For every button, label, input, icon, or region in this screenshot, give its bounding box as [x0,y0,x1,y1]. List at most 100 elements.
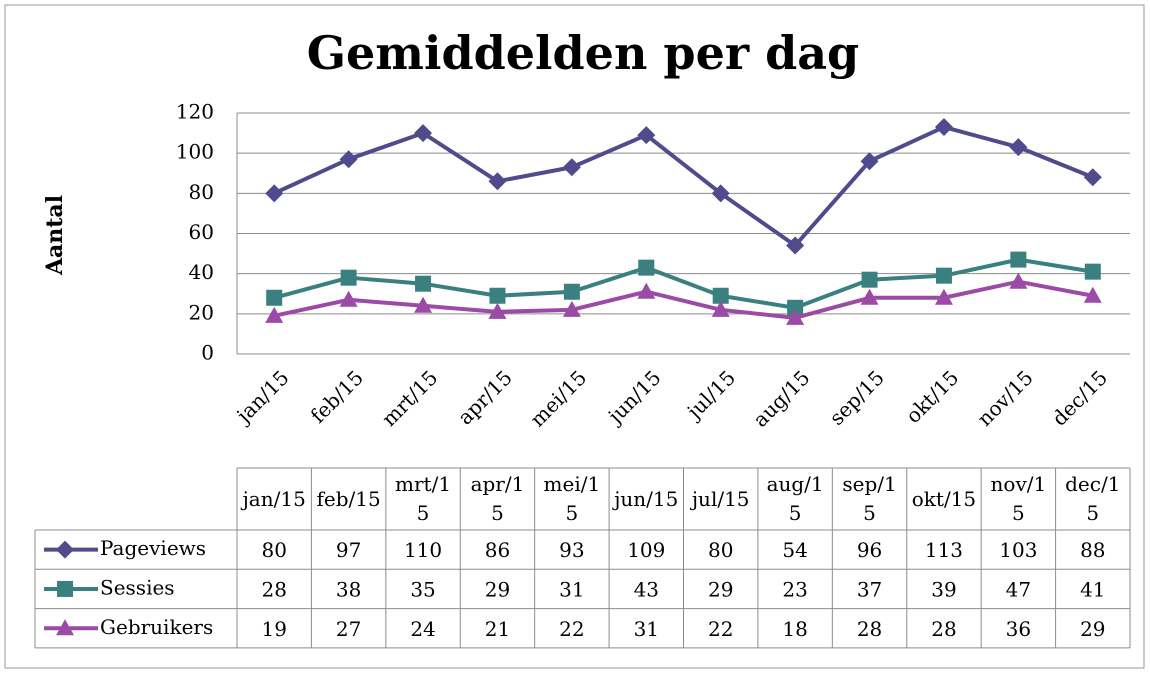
table-cell: 93 [559,538,584,562]
y-tick-label: 60 [189,220,214,244]
data-point [638,259,655,276]
table-header-cell: jun/15 [614,486,679,511]
data-point [265,306,284,323]
table-header-text: jul/15 [691,486,750,511]
data-point [935,267,952,284]
y-tick-label: 20 [189,300,214,324]
table-cell: 109 [627,538,665,562]
table-header-text: mrt/15 [395,472,452,525]
table-cell: 43 [634,577,659,601]
series-line [273,125,1094,248]
data-point [934,288,953,305]
table-cell: 29 [708,577,733,601]
data-point [489,287,506,304]
legend-marker [57,580,73,597]
data-point [562,300,581,317]
y-tick-label: 100 [176,140,214,164]
table-cell: 21 [485,617,510,641]
table-header-text: apr/15 [470,472,525,525]
data-point [712,287,729,304]
legend-label: Gebruikers [100,615,213,639]
legend-marker [56,619,74,636]
table-cell: 28 [261,577,286,601]
data-point [787,299,804,316]
table-cell: 54 [782,538,807,562]
table-cell: 88 [1080,538,1105,562]
chart-border [4,4,1145,669]
table-cell: 80 [261,538,286,562]
table-header-cell: jan/15 [243,487,306,511]
table-cell: 96 [857,538,882,562]
table-cell: 29 [485,577,510,601]
data-point [340,269,357,286]
table-header-text: feb/15 [316,486,381,511]
table-header-cell: apr/15 [470,472,525,525]
data-point [488,302,507,319]
data-point [711,300,730,317]
data-point [266,289,283,306]
table-cell: 41 [1080,577,1105,601]
table-cell: 38 [336,577,361,601]
table-cell: 31 [634,617,659,641]
data-point [414,124,433,143]
data-point [1084,263,1101,280]
table-header-text: nov/15 [990,472,1047,525]
table-header-cell: nov/15 [990,472,1047,525]
table-cell: 35 [410,577,435,601]
y-tick-label: 120 [176,100,214,124]
table-header-text: aug/15 [766,472,824,525]
y-tick-label: 0 [201,341,214,365]
table-cell: 86 [485,538,510,562]
legend-label: Pageviews [100,536,206,560]
table-header-text: sep/15 [842,472,897,525]
table-header-cell: okt/15 [912,487,976,511]
data-point [339,150,358,169]
table-cell: 27 [336,617,361,641]
table-cell: 103 [999,538,1037,562]
table-cell: 19 [261,617,286,641]
table-cell: 39 [931,577,956,601]
data-point [1083,286,1102,303]
data-point [860,152,879,171]
table-header-cell: feb/15 [316,486,381,511]
table-cell: 28 [931,617,956,641]
data-point [711,184,730,203]
y-axis-label: Aantal [42,195,68,276]
table-cell: 23 [782,577,807,601]
data-point [265,184,284,203]
table-cell: 22 [559,617,584,641]
data-point [414,296,433,313]
data-point [562,158,581,177]
table-cell: 31 [559,577,584,601]
series-line [273,257,1094,310]
table-cell: 37 [857,577,882,601]
data-point [786,308,805,325]
table-cell: 24 [410,617,435,641]
table-header-cell: jul/15 [691,486,750,511]
table-cell: 22 [708,617,733,641]
table-cell: 113 [925,538,963,562]
table-cell: 28 [857,617,882,641]
data-point [1083,168,1102,187]
data-point [786,236,805,255]
data-point [563,283,580,300]
table-cell: 36 [1006,617,1031,641]
table-header-cell: dec/15 [1065,472,1121,525]
table-cell: 97 [336,538,361,562]
table-header-text: mei/15 [543,472,601,525]
data-point [488,172,507,191]
data-point [1009,272,1028,289]
table-header-cell: sep/15 [842,472,897,525]
legend-marker [56,540,74,559]
data-point [1009,138,1028,157]
data-point [934,118,953,137]
table-cell: 80 [708,538,733,562]
data-point [861,271,878,288]
table-header-text: jun/15 [614,486,679,511]
table-header-cell: mei/15 [543,472,601,525]
table-cell: 29 [1080,617,1105,641]
table-header-text: dec/15 [1065,472,1121,525]
data-point [860,288,879,305]
data-point [637,126,656,145]
